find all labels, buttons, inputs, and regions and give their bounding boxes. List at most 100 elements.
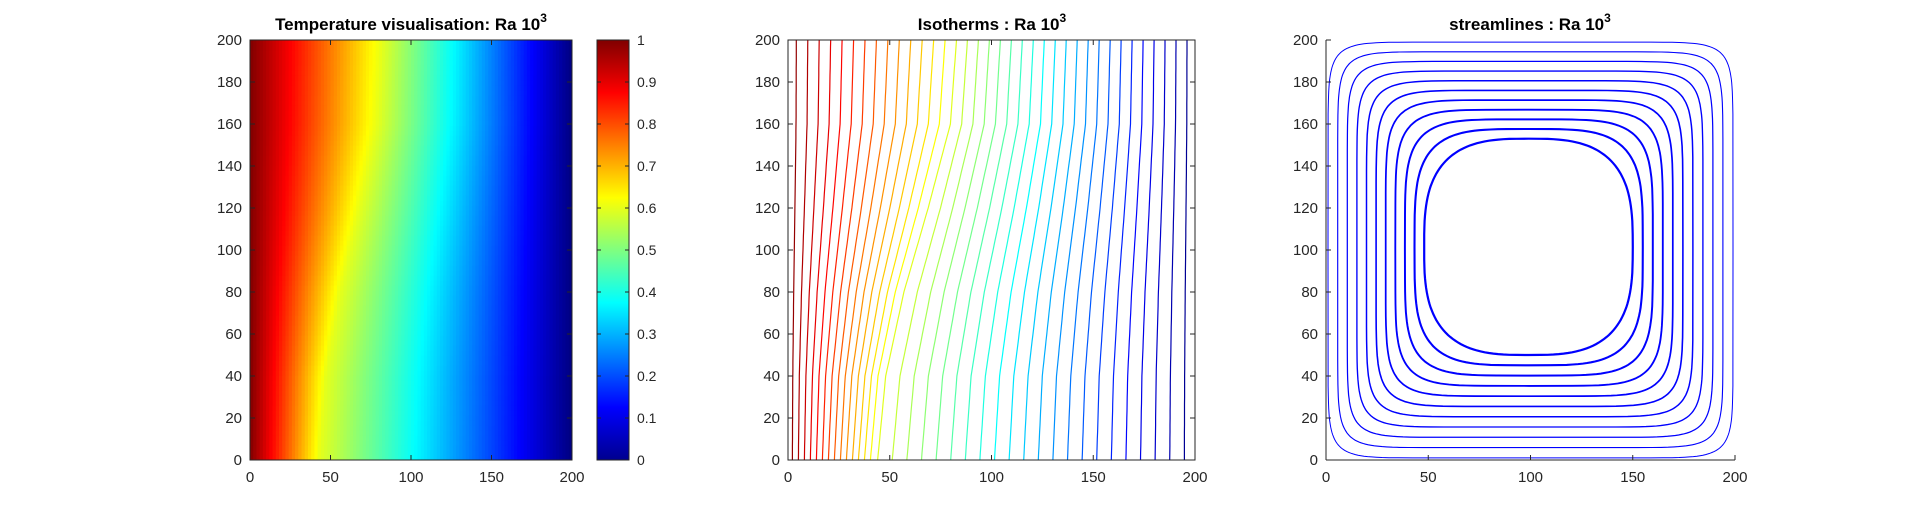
- heatmap-cell: [317, 280, 322, 286]
- heatmap-cell: [388, 255, 393, 261]
- heatmap-cell: [353, 440, 357, 446]
- heatmap-cell: [375, 455, 380, 460]
- heatmap-cell: [565, 265, 570, 271]
- heatmap-cell: [391, 365, 396, 371]
- heatmap-cell: [362, 455, 367, 460]
- heatmap-cell: [472, 355, 476, 361]
- heatmap-cell: [452, 450, 457, 456]
- heatmap-cell: [272, 380, 277, 386]
- heatmap-cell: [546, 230, 551, 236]
- heatmap-cell: [295, 365, 299, 371]
- heatmap-cell: [456, 320, 460, 326]
- heatmap-cell: [330, 435, 335, 441]
- heatmap-cell: [369, 430, 373, 436]
- heatmap-cell: [269, 245, 274, 251]
- heatmap-cell: [336, 270, 341, 276]
- heatmap-cell: [401, 440, 406, 446]
- heatmap-cell: [449, 280, 454, 286]
- heatmap-cell: [559, 435, 563, 441]
- heatmap-cell: [256, 265, 261, 271]
- heatmap-cell: [256, 445, 261, 451]
- heatmap-cell: [391, 325, 396, 331]
- heatmap-cell: [514, 250, 518, 256]
- heatmap-cell: [462, 290, 467, 296]
- heatmap-cell: [459, 355, 464, 361]
- heatmap-cell: [546, 225, 551, 231]
- heatmap-cell: [543, 225, 547, 231]
- heatmap-cell: [504, 290, 509, 296]
- heatmap-cell: [307, 360, 312, 366]
- heatmap-cell: [285, 295, 290, 301]
- heatmap-cell: [536, 295, 541, 301]
- heatmap-cell: [385, 385, 390, 391]
- heatmap-cell: [336, 430, 341, 436]
- heatmap-cell: [304, 385, 309, 391]
- heatmap-cell: [307, 220, 312, 226]
- heatmap-cell: [530, 395, 534, 401]
- heatmap-cell: [256, 410, 261, 416]
- heatmap-cell: [543, 410, 547, 416]
- heatmap-cell: [459, 265, 464, 271]
- heatmap-cell: [343, 275, 348, 281]
- heatmap-cell: [423, 385, 428, 391]
- heatmap-cell: [468, 380, 473, 386]
- heatmap-cell: [481, 265, 486, 271]
- heatmap-cell: [533, 325, 538, 331]
- heatmap-cell: [475, 345, 480, 351]
- heatmap-cell: [507, 340, 512, 346]
- heatmap-cell: [456, 450, 460, 456]
- heatmap-cell: [430, 450, 435, 456]
- heatmap-cell: [269, 270, 274, 276]
- heatmap-cell: [378, 370, 383, 376]
- heatmap-cell: [478, 285, 483, 291]
- heatmap-cell: [320, 435, 325, 441]
- heatmap-cell: [436, 240, 441, 246]
- heatmap-cell: [523, 225, 528, 231]
- heatmap-cell: [491, 315, 496, 321]
- heatmap-cell: [394, 295, 399, 301]
- heatmap-cell: [269, 340, 274, 346]
- heatmap-cell: [304, 240, 309, 246]
- heatmap-cell: [446, 360, 451, 366]
- heatmap-cell: [314, 345, 319, 351]
- heatmap-cell: [269, 255, 274, 261]
- heatmap-cell: [256, 435, 261, 441]
- heatmap-cell: [275, 220, 280, 226]
- heatmap-cell: [359, 295, 364, 301]
- heatmap-cell: [304, 255, 309, 261]
- heatmap-cell: [291, 310, 296, 316]
- heatmap-cell: [391, 250, 396, 256]
- heatmap-cell: [304, 330, 309, 336]
- heatmap-cell: [285, 355, 290, 361]
- heatmap-cell: [449, 375, 454, 381]
- heatmap-cell: [449, 210, 454, 216]
- heatmap-cell: [359, 280, 364, 286]
- heatmap-cell: [417, 405, 422, 411]
- heatmap-cell: [523, 265, 528, 271]
- heatmap-cell: [278, 300, 283, 306]
- heatmap-cell: [311, 305, 315, 311]
- heatmap-cell: [491, 290, 496, 296]
- heatmap-cell: [430, 285, 435, 291]
- heatmap-cell: [340, 415, 344, 421]
- heatmap-cell: [388, 365, 393, 371]
- heatmap-cell: [475, 430, 480, 436]
- heatmap-cell: [526, 400, 531, 406]
- heatmap-cell: [452, 210, 457, 216]
- heatmap-cell: [301, 420, 306, 426]
- heatmap-cell: [443, 230, 448, 236]
- heatmap-cell: [497, 215, 502, 221]
- heatmap-cell: [433, 415, 438, 421]
- heatmap-cell: [336, 265, 341, 271]
- heatmap-cell: [478, 365, 483, 371]
- heatmap-cell: [491, 360, 496, 366]
- heatmap-cell: [433, 400, 438, 406]
- heatmap-cell: [333, 380, 338, 386]
- heatmap-cell: [253, 305, 258, 311]
- heatmap-cell: [272, 265, 277, 271]
- heatmap-cell: [282, 440, 287, 446]
- heatmap-cell: [256, 220, 261, 226]
- heatmap-cell: [266, 455, 270, 460]
- heatmap-cell: [356, 390, 361, 396]
- heatmap-cell: [359, 345, 364, 351]
